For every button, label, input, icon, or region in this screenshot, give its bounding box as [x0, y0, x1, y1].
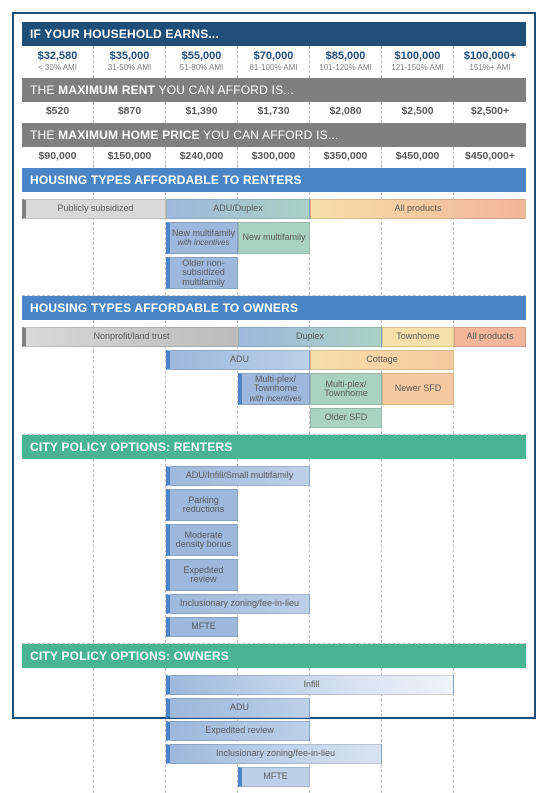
renter-type-3: New multifamilywith incentives [166, 222, 238, 254]
income-col-1: $35,00031-50% AMI [94, 46, 166, 78]
banner-policy-renters: CITY POLICY OPTIONS: RENTERS [22, 435, 526, 459]
max-rent-2: $1,390 [166, 102, 238, 123]
owner-type-7: Multi-plex/ Townhome [310, 373, 382, 405]
policy-renter-3: Expedited review [166, 559, 238, 591]
policy-owner-4: MFTE [238, 767, 310, 787]
banner-renter-types: HOUSING TYPES AFFORDABLE TO RENTERS [22, 168, 526, 192]
banner-home-pre: THE [30, 128, 58, 142]
max-rent-6: $2,500+ [454, 102, 526, 123]
income-header-row: $32,580< 30% AMI$35,00031-50% AMI$55,000… [22, 46, 526, 78]
renter-type-4: New multifamily [238, 222, 310, 254]
banner-policy-owners: CITY POLICY OPTIONS: OWNERS [22, 644, 526, 668]
policy-owner-0: Infill [166, 675, 454, 695]
banner-max-rent: THE MAXIMUM RENT YOU CAN AFFORD IS... [22, 78, 526, 102]
max-home-6: $450,000+ [454, 147, 526, 168]
policy-renter-1: Parking reductions [166, 489, 238, 521]
section-renter-types: Publicly subsidizedADU/DuplexAll product… [22, 192, 526, 296]
renter-type-1: ADU/Duplex [166, 199, 310, 219]
section-policy-renters: ADU/Infill/Small multifamily Parking redu… [22, 459, 526, 644]
max-home-4: $350,000 [310, 147, 382, 168]
owner-type-0: Nonprofit/land trust [22, 327, 238, 347]
policy-renter-4: Inclusionary zoning/fee-in-lieu [166, 594, 310, 614]
policy-owner-1: ADU [166, 698, 310, 718]
policy-renter-2: Moderate density bonus [166, 524, 238, 556]
max-rent-1: $870 [94, 102, 166, 123]
banner-home-post: YOU CAN AFFORD IS... [200, 128, 339, 142]
banner-rent-pre: THE [30, 83, 58, 97]
max-home-5: $450,000 [382, 147, 454, 168]
income-col-3: $70,00081-100% AMI [238, 46, 310, 78]
max-home-2: $240,000 [166, 147, 238, 168]
income-col-4: $85,000101-120% AMI [310, 46, 382, 78]
section-owner-types: Nonprofit/land trustDuplexTownhomeAll pr… [22, 320, 526, 435]
max-home-row: $90,000$150,000$240,000$300,000$350,000$… [22, 147, 526, 168]
banner-home-bold: MAXIMUM HOME PRICE [58, 128, 200, 142]
max-rent-row: $520$870$1,390$1,730$2,080$2,500$2,500+ [22, 102, 526, 123]
renter-type-0: Publicly subsidized [22, 199, 166, 219]
owner-type-3: All products [454, 327, 526, 347]
income-col-0: $32,580< 30% AMI [22, 46, 94, 78]
policy-renter-0: ADU/Infill/Small multifamily [166, 466, 310, 486]
income-col-2: $55,00051-80% AMI [166, 46, 238, 78]
income-col-6: $100,000+151%+ AMI [454, 46, 526, 78]
banner-rent-bold: MAXIMUM RENT [58, 83, 155, 97]
max-rent-0: $520 [22, 102, 94, 123]
policy-owner-2: Expedited review [166, 721, 310, 741]
max-home-0: $90,000 [22, 147, 94, 168]
max-rent-5: $2,500 [382, 102, 454, 123]
renter-type-2: All products [310, 199, 526, 219]
max-home-1: $150,000 [94, 147, 166, 168]
owner-type-5: Cottage [310, 350, 454, 370]
income-col-5: $100,000121-150% AMI [382, 46, 454, 78]
owner-type-8: Newer SFD [382, 373, 454, 405]
owner-type-2: Townhome [382, 327, 454, 347]
max-home-3: $300,000 [238, 147, 310, 168]
owner-type-6: Multi-plex/ Townhomewith incentives [238, 373, 310, 405]
banner-owner-types: HOUSING TYPES AFFORDABLE TO OWNERS [22, 296, 526, 320]
policy-owner-3: Inclusionary zoning/fee-in-lieu [166, 744, 382, 764]
banner-max-home: THE MAXIMUM HOME PRICE YOU CAN AFFORD IS… [22, 123, 526, 147]
renter-type-5: Older non-subsidized multifamily [166, 257, 238, 289]
owner-type-9: Older SFD [310, 408, 382, 428]
policy-renter-5: MFTE [166, 617, 238, 637]
owner-type-4: ADU [166, 350, 310, 370]
banner-rent-post: YOU CAN AFFORD IS... [155, 83, 294, 97]
owner-type-1: Duplex [238, 327, 382, 347]
max-rent-4: $2,080 [310, 102, 382, 123]
max-rent-3: $1,730 [238, 102, 310, 123]
banner-earn: IF YOUR HOUSEHOLD EARNS... [22, 22, 526, 46]
